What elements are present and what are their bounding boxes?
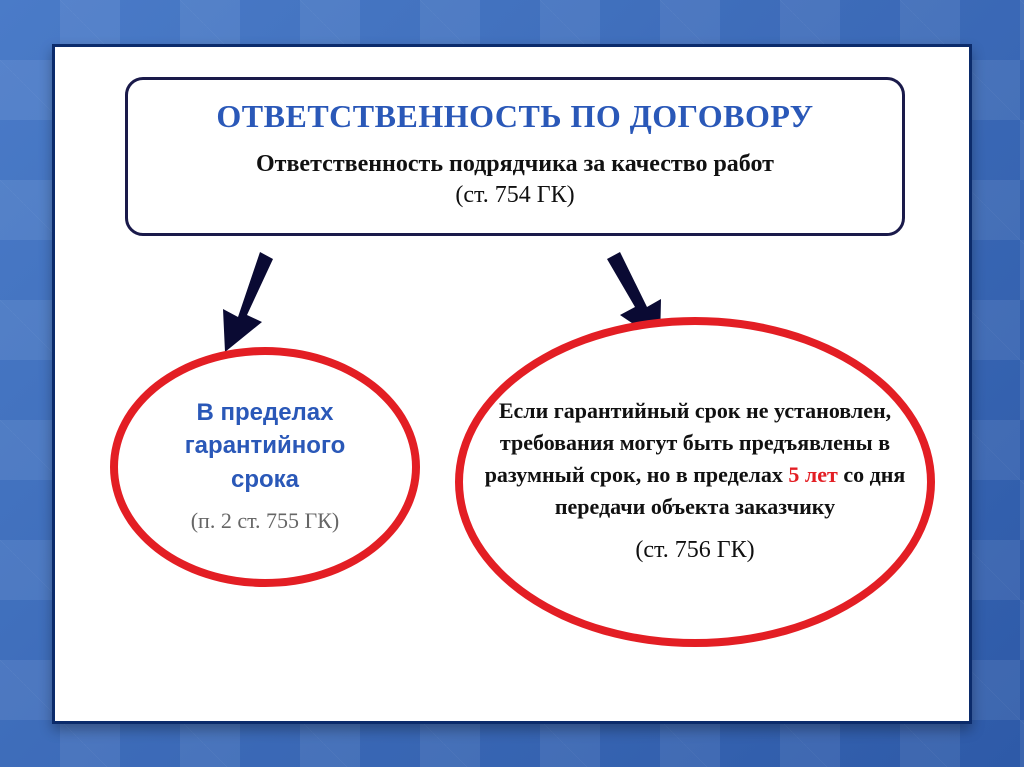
left-line1: В пределах: [185, 396, 346, 430]
right-highlight: 5 лет: [788, 462, 837, 487]
content-card: ОТВЕТСТВЕННОСТЬ ПО ДОГОВОРУ Ответственно…: [52, 44, 972, 724]
left-line3: срока: [185, 463, 346, 497]
right-ref: (ст. 756 ГК): [483, 533, 907, 568]
ellipse-left-content: В пределах гарантийного срока (п. 2 ст. …: [185, 396, 346, 538]
slide-background: ОТВЕТСТВЕННОСТЬ ПО ДОГОВОРУ Ответственно…: [0, 0, 1024, 767]
slide-title: ОТВЕТСТВЕННОСТЬ ПО ДОГОВОРУ: [148, 98, 882, 135]
ellipse-warranty-period: В пределах гарантийного срока (п. 2 ст. …: [110, 347, 420, 587]
subtitle-ref: (ст. 754 ГК): [455, 182, 574, 208]
ellipse-right-content: Если гарантийный срок не установлен, тре…: [483, 395, 907, 567]
left-ref: (п. 2 ст. 755 ГК): [185, 506, 346, 537]
arrow-left-icon: [205, 247, 295, 357]
header-box: ОТВЕТСТВЕННОСТЬ ПО ДОГОВОРУ Ответственно…: [125, 77, 905, 236]
subtitle-text: Ответственность подрядчика за качество р…: [256, 151, 774, 177]
left-line2: гарантийного: [185, 429, 346, 463]
ellipse-no-warranty: Если гарантийный срок не установлен, тре…: [455, 317, 935, 647]
slide-subtitle: Ответственность подрядчика за качество р…: [148, 149, 882, 211]
